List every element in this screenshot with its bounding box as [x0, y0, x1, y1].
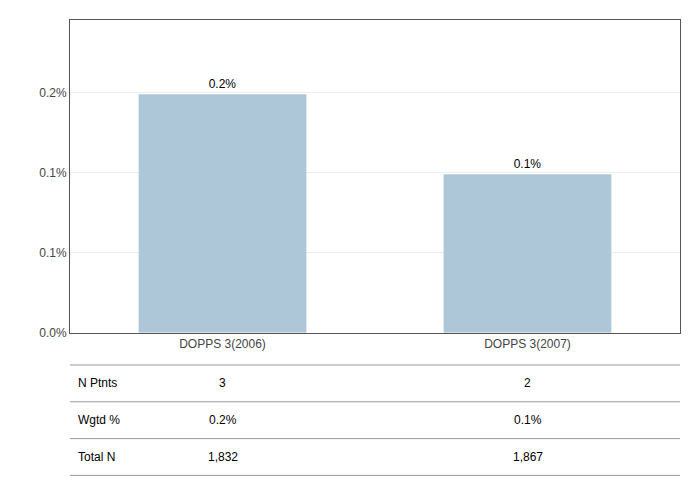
svg-text:0.1%: 0.1%: [39, 246, 67, 260]
svg-text:1,867: 1,867: [513, 450, 543, 464]
svg-text:1,832: 1,832: [208, 450, 238, 464]
svg-text:0.2%: 0.2%: [209, 413, 237, 427]
svg-text:DOPPS 3(2007): DOPPS 3(2007): [484, 337, 571, 351]
svg-text:0.1%: 0.1%: [39, 166, 67, 180]
svg-text:Wgtd %: Wgtd %: [78, 413, 120, 427]
svg-text:DOPPS 3(2006): DOPPS 3(2006): [179, 337, 266, 351]
svg-text:N Ptnts: N Ptnts: [78, 376, 117, 390]
svg-text:0.2%: 0.2%: [39, 86, 67, 100]
svg-text:0.2%: 0.2%: [209, 77, 237, 91]
svg-text:0.1%: 0.1%: [514, 413, 542, 427]
svg-text:0.0%: 0.0%: [39, 326, 67, 340]
svg-text:3: 3: [219, 376, 226, 390]
svg-text:2: 2: [524, 376, 531, 390]
svg-text:0.1%: 0.1%: [514, 157, 542, 171]
svg-text:Total N: Total N: [78, 450, 115, 464]
